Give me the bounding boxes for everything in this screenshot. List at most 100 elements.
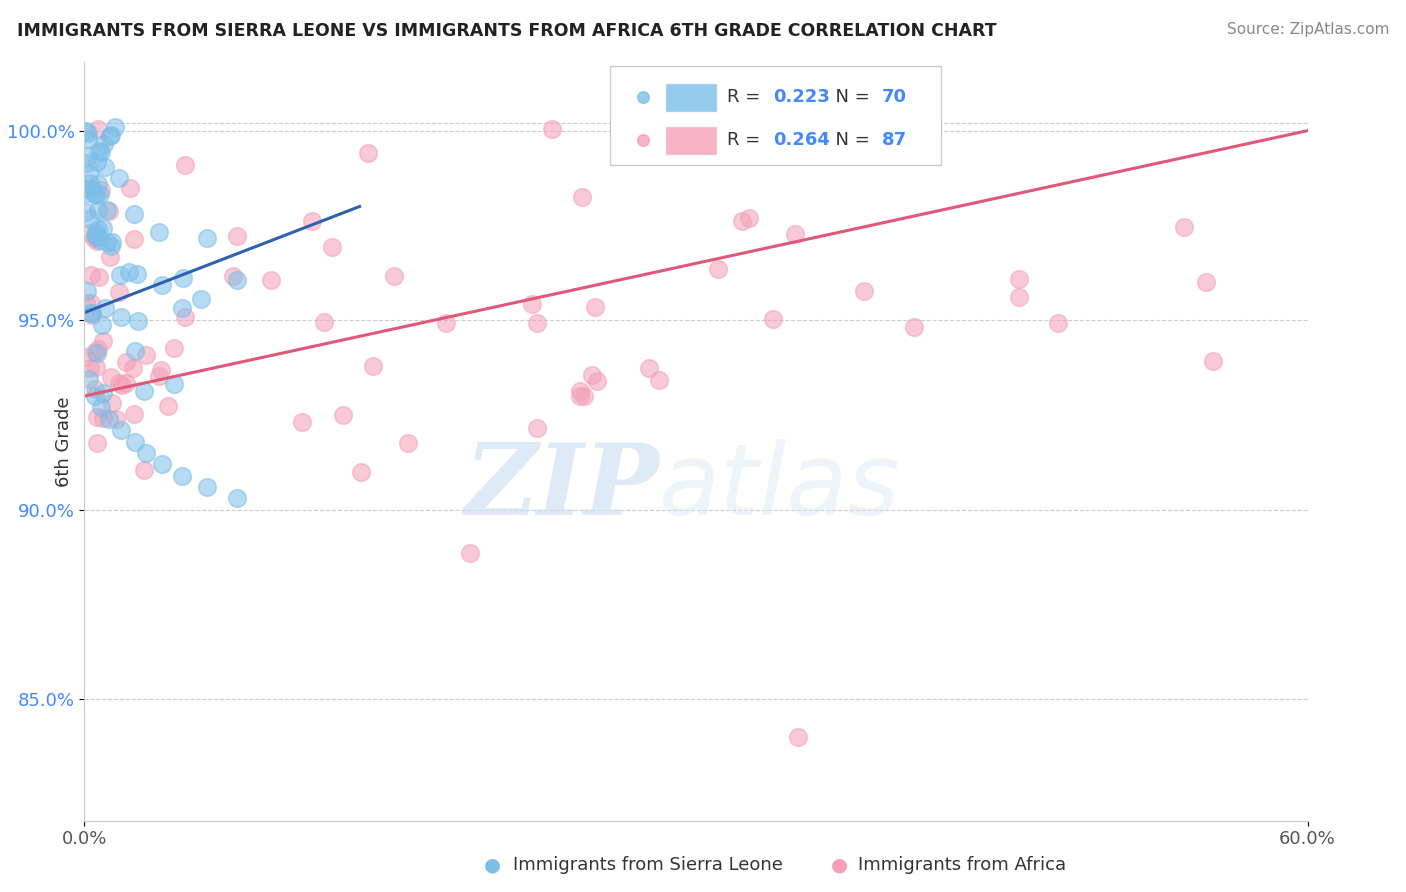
Point xyxy=(115,355,138,369)
Point xyxy=(122,360,145,375)
Point xyxy=(114,376,136,390)
Point xyxy=(100,238,122,252)
Point xyxy=(148,225,170,239)
Text: N =: N = xyxy=(824,131,876,149)
Point xyxy=(83,186,105,201)
Point xyxy=(127,313,149,327)
Point xyxy=(707,262,730,277)
Point xyxy=(93,334,115,349)
Text: R =: R = xyxy=(727,87,765,105)
Point xyxy=(110,423,132,437)
Point xyxy=(852,285,875,299)
Point xyxy=(526,421,548,435)
Point xyxy=(172,270,194,285)
Point xyxy=(76,156,98,170)
Point xyxy=(76,126,98,140)
Point xyxy=(82,306,104,320)
Point xyxy=(79,226,101,240)
FancyBboxPatch shape xyxy=(610,66,941,165)
Point xyxy=(135,348,157,362)
Point xyxy=(87,343,110,357)
Point xyxy=(291,415,314,429)
Point xyxy=(314,315,336,329)
Point xyxy=(783,227,806,242)
Text: R =: R = xyxy=(727,131,765,149)
Point xyxy=(91,221,114,235)
Point xyxy=(89,186,111,201)
Point xyxy=(1005,294,1028,309)
Point xyxy=(162,376,184,391)
Point xyxy=(96,235,118,250)
Point xyxy=(222,268,245,283)
Point xyxy=(91,410,114,425)
Point xyxy=(569,384,592,399)
Point xyxy=(84,359,107,374)
Point xyxy=(540,122,562,136)
Point xyxy=(105,412,128,426)
Point xyxy=(94,301,117,315)
Point xyxy=(98,250,121,264)
Point xyxy=(79,212,101,227)
Point xyxy=(93,385,115,400)
Point xyxy=(124,434,146,449)
Point xyxy=(122,232,145,246)
Text: atlas: atlas xyxy=(659,439,901,535)
Point xyxy=(170,301,193,316)
Point xyxy=(520,297,543,311)
Point xyxy=(648,373,671,387)
Point xyxy=(75,181,97,195)
Point xyxy=(77,372,100,386)
Point xyxy=(1202,353,1225,368)
Point xyxy=(83,389,105,403)
Point xyxy=(79,361,101,376)
Point xyxy=(731,213,754,227)
Point xyxy=(120,180,142,194)
Point xyxy=(97,204,120,219)
Point xyxy=(132,384,155,398)
Point xyxy=(172,468,194,483)
Point xyxy=(75,296,97,310)
Point xyxy=(80,182,103,196)
Point xyxy=(350,465,373,479)
Text: 0.223: 0.223 xyxy=(773,87,830,105)
Text: ●: ● xyxy=(484,855,501,875)
Text: Source: ZipAtlas.com: Source: ZipAtlas.com xyxy=(1226,22,1389,37)
Point xyxy=(122,407,145,421)
Point xyxy=(87,145,110,159)
Point xyxy=(86,122,108,136)
Point xyxy=(100,235,122,250)
Point xyxy=(86,410,108,425)
Point xyxy=(903,320,925,334)
Point xyxy=(86,436,108,450)
Point xyxy=(90,145,112,160)
Point xyxy=(96,202,118,217)
Point xyxy=(163,342,186,356)
Point xyxy=(571,190,593,204)
Point xyxy=(87,269,110,284)
Point xyxy=(87,222,110,236)
Point xyxy=(84,225,107,239)
Point xyxy=(100,370,122,384)
Point xyxy=(1173,220,1195,235)
Text: 0.264: 0.264 xyxy=(773,131,830,149)
Y-axis label: 6th Grade: 6th Grade xyxy=(55,396,73,487)
Point xyxy=(77,148,100,162)
Point xyxy=(1195,275,1218,289)
Point xyxy=(111,377,134,392)
Point xyxy=(80,268,103,282)
Point xyxy=(86,346,108,360)
Point xyxy=(83,345,105,359)
Point xyxy=(357,146,380,161)
Point xyxy=(637,360,659,375)
Point xyxy=(321,240,343,254)
Point xyxy=(384,268,406,283)
Point xyxy=(260,273,283,287)
Point xyxy=(89,233,111,247)
Point xyxy=(569,388,592,402)
Text: Immigrants from Sierra Leone: Immigrants from Sierra Leone xyxy=(513,856,783,874)
Point xyxy=(124,207,146,221)
Point xyxy=(581,368,603,383)
Point xyxy=(526,316,548,330)
Point xyxy=(86,230,108,244)
Point xyxy=(77,132,100,146)
